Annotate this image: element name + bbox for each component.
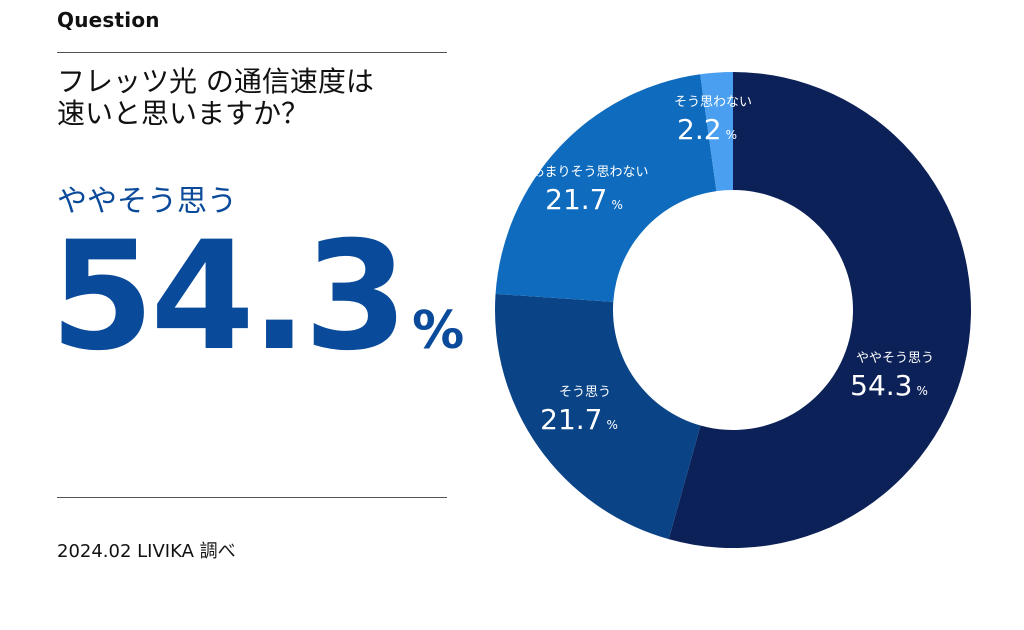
question-title-line-1: フレッツ光 の通信速度は xyxy=(57,65,374,98)
highlight-percentage: 54.3% xyxy=(50,222,464,372)
donut-slice xyxy=(668,72,972,548)
source-note: 2024.02 LIVIKA 調べ xyxy=(57,541,236,562)
highlight-answer-label: ややそう思う xyxy=(57,184,237,219)
highlight-value: 54.3 xyxy=(50,210,408,384)
slice-label: あまりそう思わない xyxy=(531,165,648,180)
question-eyebrow: Question xyxy=(57,8,160,32)
top-divider xyxy=(57,52,447,53)
highlight-unit: % xyxy=(412,301,465,361)
question-title-line-2: 速いと思いますか？ xyxy=(57,97,310,130)
question-title: フレッツ光 の通信速度は 速いと思いますか？ xyxy=(57,66,477,130)
slice-label: ややそう思う xyxy=(856,351,934,366)
donut-slice xyxy=(495,293,701,540)
slice-label: そう思う xyxy=(559,385,611,400)
donut-slice xyxy=(495,74,717,302)
slice-label: そう思わない xyxy=(674,95,752,110)
bottom-divider xyxy=(57,497,447,498)
donut-slice xyxy=(700,72,733,192)
